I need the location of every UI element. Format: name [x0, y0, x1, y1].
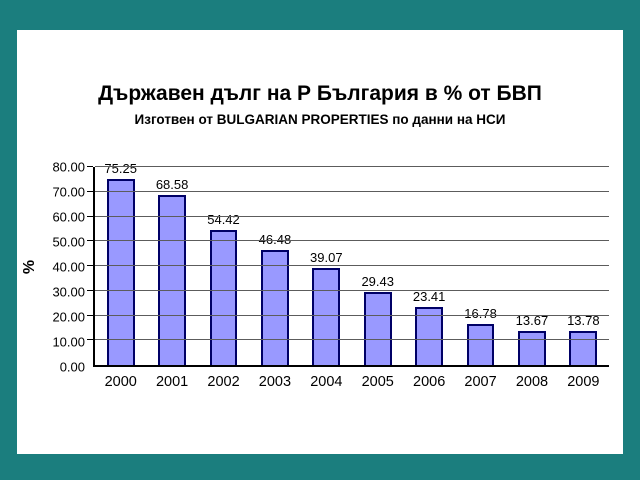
bar-value-label: 23.41 [412, 289, 446, 305]
slide-panel: Държавен дълг на Р България в % от БВП И… [17, 30, 623, 454]
bar-value-label: 29.43 [361, 274, 394, 290]
gridline [87, 166, 609, 168]
bar-slot: 16.78 [455, 167, 506, 366]
x-tick-label: 2003 [258, 374, 292, 391]
bar-value-label: 16.78 [464, 305, 497, 321]
bar-slot: 23.41 [403, 167, 454, 366]
bars-row: 75.25 68.58 54.42 46.48 39.07 29.43 23.41 16.78… [95, 161, 609, 366]
gridline [87, 314, 609, 316]
y-tick-label: 80.00 [52, 159, 85, 175]
y-axis-ticks: 0.00 10.00 20.00 30.00 40.00 50.00 60.00 70.00 8… [43, 160, 93, 375]
y-tick-label: 0.00 [59, 359, 85, 375]
bar-slot: 13.67 [506, 167, 557, 366]
y-tick-label: 50.00 [52, 234, 85, 250]
bar-2000 [106, 178, 135, 366]
x-tick-label: 2004 [310, 374, 343, 391]
bar-slot: 68.58 [146, 167, 197, 366]
chart-row: % 0.00 10.00 20.00 30.00 40.00 50.00 60.00 70.0… [17, 160, 609, 375]
gridline [87, 190, 609, 192]
y-tick-label: 60.00 [52, 209, 85, 225]
bar-2004 [312, 268, 341, 366]
bar-value-label: 68.58 [155, 177, 189, 193]
plot-area: 75.25 68.58 54.42 46.48 39.07 29.43 23.41 16.78… [87, 161, 609, 368]
bar-value-label: 75.25 [104, 160, 137, 176]
bar-value-label: 13.78 [567, 313, 600, 328]
bar-2001 [158, 195, 186, 366]
x-tick-label: 2005 [361, 374, 394, 391]
y-axis-title: % [20, 259, 38, 275]
x-tick-label: 2002 [207, 374, 240, 391]
y-tick-label: 10.00 [52, 334, 85, 350]
gridline [87, 215, 609, 217]
bar-slot: 75.25 [95, 161, 146, 366]
bar-2009 [569, 331, 598, 366]
bar-2007 [466, 323, 495, 366]
x-tick-label: 2007 [464, 374, 497, 391]
x-tick-label: 2008 [515, 374, 549, 391]
bar-slot: 29.43 [352, 167, 403, 366]
bar-2003 [261, 250, 289, 366]
x-tick-label: 2000 [104, 374, 137, 391]
x-tick-label: 2001 [155, 374, 189, 391]
bar-slot: 46.48 [249, 167, 300, 366]
gridline [87, 240, 609, 242]
gridline [87, 265, 609, 267]
bar-value-label: 13.67 [515, 313, 549, 329]
chart: % 0.00 10.00 20.00 30.00 40.00 50.00 60.00 70.0… [17, 160, 609, 390]
x-axis-labels: 2000 2001 2002 2003 2004 2005 2006 2007 2008 2009 [17, 374, 609, 390]
chart-subtitle: Изготвен от BULGARIAN PROPERTIES по данн… [134, 112, 506, 128]
bar-2002 [209, 230, 238, 366]
y-tick-label: 30.00 [52, 284, 85, 300]
x-tick-label: 2009 [567, 374, 600, 391]
bar-slot: 54.42 [198, 167, 249, 366]
y-axis-title-box: % [17, 167, 43, 367]
gridline [87, 339, 609, 341]
bar-2008 [518, 331, 546, 366]
bar-value-label: 46.48 [258, 232, 292, 248]
x-tick-label: 2006 [413, 374, 446, 391]
y-tick-label: 40.00 [52, 259, 85, 275]
bar-slot: 39.07 [301, 167, 352, 366]
gridline [87, 289, 609, 291]
y-tick-label: 20.00 [52, 309, 85, 325]
bar-value-label: 39.07 [310, 250, 343, 266]
chart-title: Държавен дълг на Р България в % от БВП [98, 82, 542, 105]
bar-2005 [363, 292, 392, 366]
bar-slot: 13.78 [558, 167, 609, 366]
y-tick-label: 70.00 [52, 184, 85, 200]
bar-2006 [415, 307, 444, 366]
